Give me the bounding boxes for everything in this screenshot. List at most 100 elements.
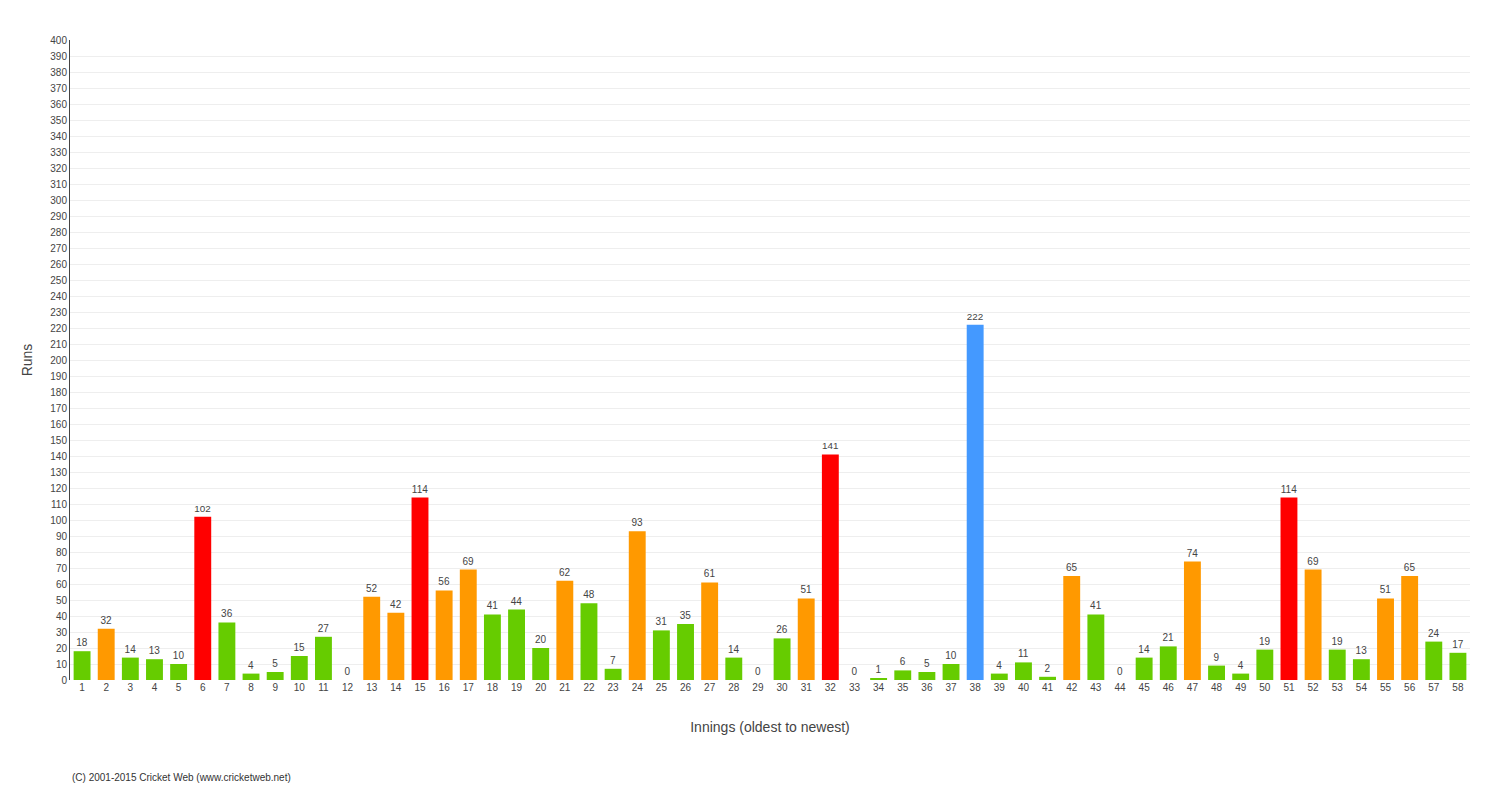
svg-text:200: 200 bbox=[50, 355, 67, 366]
svg-text:400: 400 bbox=[50, 35, 67, 46]
svg-text:53: 53 bbox=[1332, 682, 1344, 693]
svg-text:114: 114 bbox=[412, 484, 428, 495]
svg-text:52: 52 bbox=[1308, 682, 1320, 693]
svg-text:110: 110 bbox=[51, 499, 67, 510]
svg-text:35: 35 bbox=[897, 682, 909, 693]
svg-text:230: 230 bbox=[50, 307, 67, 318]
svg-text:0: 0 bbox=[345, 666, 351, 677]
svg-text:3: 3 bbox=[128, 682, 134, 693]
svg-text:5: 5 bbox=[176, 682, 182, 693]
svg-text:0: 0 bbox=[1117, 666, 1123, 677]
svg-text:Innings (oldest to newest): Innings (oldest to newest) bbox=[690, 719, 850, 735]
svg-text:61: 61 bbox=[704, 568, 716, 579]
svg-text:360: 360 bbox=[50, 99, 67, 110]
svg-text:141: 141 bbox=[822, 440, 838, 451]
svg-text:19: 19 bbox=[1331, 636, 1343, 647]
svg-text:240: 240 bbox=[50, 291, 67, 302]
svg-text:160: 160 bbox=[50, 419, 67, 430]
svg-text:34: 34 bbox=[873, 682, 885, 693]
svg-text:60: 60 bbox=[56, 579, 68, 590]
svg-text:7: 7 bbox=[224, 682, 230, 693]
svg-text:0: 0 bbox=[851, 666, 857, 677]
svg-text:32: 32 bbox=[100, 615, 112, 626]
svg-text:41: 41 bbox=[1042, 682, 1054, 693]
svg-text:50: 50 bbox=[56, 595, 68, 606]
svg-text:51: 51 bbox=[800, 584, 812, 595]
svg-text:12: 12 bbox=[342, 682, 354, 693]
svg-text:220: 220 bbox=[50, 323, 67, 334]
svg-text:52: 52 bbox=[366, 583, 378, 594]
svg-text:210: 210 bbox=[50, 339, 67, 350]
svg-text:17: 17 bbox=[463, 682, 475, 693]
svg-text:7: 7 bbox=[610, 655, 616, 666]
svg-text:56: 56 bbox=[438, 576, 450, 587]
svg-text:30: 30 bbox=[56, 627, 68, 638]
svg-text:28: 28 bbox=[728, 682, 740, 693]
svg-text:18: 18 bbox=[76, 637, 88, 648]
svg-text:14: 14 bbox=[1138, 644, 1150, 655]
svg-text:41: 41 bbox=[1090, 600, 1102, 611]
svg-text:93: 93 bbox=[631, 517, 643, 528]
svg-text:250: 250 bbox=[50, 275, 67, 286]
svg-text:180: 180 bbox=[50, 387, 67, 398]
svg-text:13: 13 bbox=[1356, 645, 1368, 656]
svg-text:11: 11 bbox=[1018, 648, 1029, 659]
svg-text:380: 380 bbox=[50, 67, 67, 78]
svg-text:150: 150 bbox=[50, 435, 67, 446]
svg-text:190: 190 bbox=[50, 371, 67, 382]
svg-text:9: 9 bbox=[272, 682, 278, 693]
svg-text:69: 69 bbox=[462, 556, 474, 567]
svg-text:27: 27 bbox=[318, 623, 330, 634]
svg-text:90: 90 bbox=[56, 531, 68, 542]
svg-text:330: 330 bbox=[50, 147, 67, 158]
svg-text:15: 15 bbox=[294, 642, 306, 653]
svg-text:24: 24 bbox=[1428, 628, 1440, 639]
svg-text:40: 40 bbox=[1018, 682, 1030, 693]
svg-text:5: 5 bbox=[924, 658, 930, 669]
svg-text:46: 46 bbox=[1163, 682, 1175, 693]
svg-text:14: 14 bbox=[125, 644, 137, 655]
svg-text:270: 270 bbox=[50, 243, 67, 254]
svg-text:20: 20 bbox=[56, 643, 68, 654]
svg-text:51: 51 bbox=[1380, 584, 1392, 595]
svg-text:0: 0 bbox=[61, 675, 67, 686]
svg-text:36: 36 bbox=[221, 608, 233, 619]
svg-text:6: 6 bbox=[900, 656, 906, 667]
svg-text:9: 9 bbox=[1214, 652, 1220, 663]
svg-text:21: 21 bbox=[559, 682, 571, 693]
svg-text:57: 57 bbox=[1428, 682, 1440, 693]
svg-text:39: 39 bbox=[994, 682, 1006, 693]
svg-text:130: 130 bbox=[50, 467, 67, 478]
svg-text:51: 51 bbox=[1283, 682, 1295, 693]
svg-text:30: 30 bbox=[777, 682, 789, 693]
svg-text:13: 13 bbox=[366, 682, 378, 693]
svg-text:44: 44 bbox=[511, 596, 523, 607]
svg-text:32: 32 bbox=[825, 682, 837, 693]
svg-text:102: 102 bbox=[194, 503, 210, 514]
svg-text:20: 20 bbox=[535, 634, 547, 645]
svg-text:33: 33 bbox=[849, 682, 861, 693]
svg-text:31: 31 bbox=[801, 682, 813, 693]
svg-text:13: 13 bbox=[149, 645, 161, 656]
svg-text:4: 4 bbox=[996, 660, 1002, 671]
svg-text:390: 390 bbox=[50, 51, 67, 62]
svg-text:16: 16 bbox=[439, 682, 451, 693]
svg-text:19: 19 bbox=[1259, 636, 1271, 647]
svg-text:15: 15 bbox=[414, 682, 426, 693]
svg-text:310: 310 bbox=[50, 179, 67, 190]
svg-text:10: 10 bbox=[56, 659, 68, 670]
svg-text:21: 21 bbox=[1162, 632, 1174, 643]
svg-text:48: 48 bbox=[583, 589, 595, 600]
svg-text:54: 54 bbox=[1356, 682, 1368, 693]
svg-text:Runs: Runs bbox=[19, 344, 35, 377]
svg-text:11: 11 bbox=[318, 682, 329, 693]
svg-text:27: 27 bbox=[704, 682, 716, 693]
svg-text:170: 170 bbox=[50, 403, 67, 414]
svg-text:114: 114 bbox=[1281, 484, 1297, 495]
svg-text:4: 4 bbox=[1238, 660, 1244, 671]
svg-text:55: 55 bbox=[1380, 682, 1392, 693]
svg-text:74: 74 bbox=[1187, 548, 1199, 559]
svg-text:26: 26 bbox=[680, 682, 692, 693]
svg-text:56: 56 bbox=[1404, 682, 1416, 693]
svg-text:48: 48 bbox=[1211, 682, 1223, 693]
